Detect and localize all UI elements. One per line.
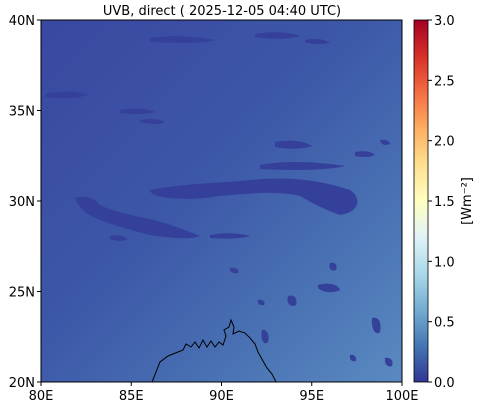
map-plot-area <box>41 20 402 382</box>
colorbar-tick-label: 0.0 <box>434 376 455 391</box>
colorbar-tick-label: 0.5 <box>434 316 455 331</box>
y-tick-label: 35N <box>9 105 35 120</box>
colorbar <box>413 19 429 383</box>
cloud-patches <box>45 32 393 367</box>
colorbar-label: [Wm⁻²] <box>460 177 475 225</box>
y-tick-label: 30N <box>9 195 35 210</box>
x-tick-label: 95E <box>299 389 324 404</box>
coastline <box>151 318 277 382</box>
y-tick-label: 20N <box>9 376 35 391</box>
colorbar-tick-label: 2.0 <box>434 135 455 150</box>
x-axis: 80E 85E 90E 95E 100E <box>29 382 419 404</box>
colorbar-tick-label: 3.0 <box>434 14 455 29</box>
x-tick-label: 85E <box>119 389 144 404</box>
x-tick-label: 90E <box>209 389 234 404</box>
colorbar-tick-label: 1.5 <box>434 195 455 210</box>
y-tick-label: 25N <box>9 286 35 301</box>
colorbar-tick-label: 1.0 <box>434 255 455 270</box>
x-tick-label: 100E <box>385 389 418 404</box>
y-axis: 40N 35N 30N 25N 20N <box>9 14 41 391</box>
x-tick-label: 80E <box>29 389 54 404</box>
colorbar-ticks: 3.0 2.5 2.0 1.5 1.0 0.5 0.0 <box>428 14 455 391</box>
map-title: UVB, direct ( 2025-12-05 04:40 UTC) <box>103 4 341 19</box>
colorbar-tick-label: 2.5 <box>434 74 455 89</box>
y-tick-label: 40N <box>9 14 35 29</box>
